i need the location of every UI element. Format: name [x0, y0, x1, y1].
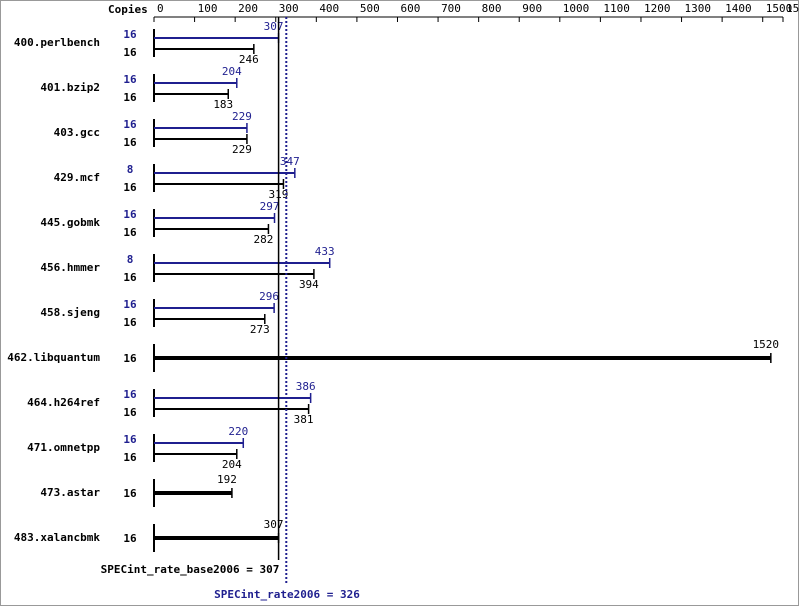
value-label: 433 [315, 245, 335, 258]
value-label: 246 [239, 53, 259, 66]
value-label: 307 [264, 20, 284, 33]
copies-label: 16 [123, 28, 137, 41]
x-tick-label: 1100 [603, 2, 630, 15]
copies-label: 16 [123, 406, 137, 419]
value-label: 220 [228, 425, 248, 438]
value-label: 204 [222, 458, 242, 471]
value-label: 297 [260, 200, 280, 213]
x-tick-label: 1200 [644, 2, 671, 15]
copies-label: 8 [127, 253, 134, 266]
copies-label: 16 [123, 433, 137, 446]
x-tick-label: 300 [279, 2, 299, 15]
x-tick-label: 800 [482, 2, 502, 15]
value-label: 229 [232, 110, 252, 123]
value-label: 386 [296, 380, 316, 393]
copies-label: 16 [123, 46, 137, 59]
copies-label: 16 [123, 118, 137, 131]
benchmark-label: 458.sjeng [40, 306, 100, 319]
benchmark-label: 473.astar [40, 486, 100, 499]
x-tick-label: 1400 [725, 2, 752, 15]
copies-label: 16 [123, 352, 137, 365]
reference-label: SPECint_rate2006 = 326 [214, 588, 360, 601]
value-label: 307 [264, 518, 284, 531]
x-tick-label: 600 [400, 2, 420, 15]
copies-label: 16 [123, 388, 137, 401]
benchmark-label: 400.perlbench [14, 36, 100, 49]
x-tick-label: 200 [238, 2, 258, 15]
value-label: 347 [280, 155, 300, 168]
x-tick-label: 1500 [766, 2, 793, 15]
x-tick-label: 1300 [685, 2, 712, 15]
x-tick-label: 1550 [786, 2, 799, 15]
copies-label: 16 [123, 532, 137, 545]
copies-label: 16 [123, 181, 137, 194]
x-tick-label: 900 [522, 2, 542, 15]
value-label: 296 [259, 290, 279, 303]
copies-label: 8 [127, 163, 134, 176]
value-label: 229 [232, 143, 252, 156]
copies-label: 16 [123, 271, 137, 284]
value-label: 282 [253, 233, 273, 246]
benchmark-label: 483.xalancbmk [14, 531, 100, 544]
value-label: 381 [294, 413, 314, 426]
value-label: 273 [250, 323, 270, 336]
benchmark-label: 401.bzip2 [40, 81, 100, 94]
value-label: 394 [299, 278, 319, 291]
x-tick-label: 400 [319, 2, 339, 15]
copies-label: 16 [123, 136, 137, 149]
copies-label: 16 [123, 451, 137, 464]
copies-label: 16 [123, 487, 137, 500]
x-tick-label: 1000 [563, 2, 590, 15]
copies-label: 16 [123, 91, 137, 104]
value-label: 183 [213, 98, 233, 111]
copies-label: 16 [123, 73, 137, 86]
benchmark-label: 471.omnetpp [27, 441, 100, 454]
value-label: 192 [217, 473, 237, 486]
benchmark-label: 445.gobmk [40, 216, 100, 229]
copies-label: 16 [123, 316, 137, 329]
x-tick-label: 500 [360, 2, 380, 15]
copies-label: 16 [123, 226, 137, 239]
value-label: 1520 [753, 338, 780, 351]
x-tick-label: 700 [441, 2, 461, 15]
copies-label: 16 [123, 298, 137, 311]
copies-header: Copies [108, 3, 148, 16]
benchmark-label: 429.mcf [54, 171, 100, 184]
copies-label: 16 [123, 208, 137, 221]
benchmark-label: 456.hmmer [40, 261, 100, 274]
reference-label: SPECint_rate_base2006 = 307 [101, 563, 280, 576]
benchmark-label: 403.gcc [54, 126, 100, 139]
x-tick-label: 0 [157, 2, 164, 15]
benchmark-label: 464.h264ref [27, 396, 100, 409]
value-label: 204 [222, 65, 242, 78]
benchmark-label: 462.libquantum [7, 351, 100, 364]
x-tick-label: 100 [198, 2, 218, 15]
